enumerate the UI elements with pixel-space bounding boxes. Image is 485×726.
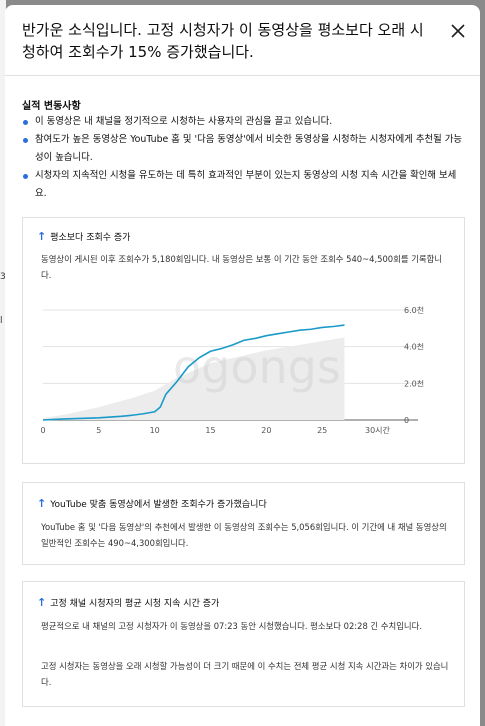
bullet-item: 참여도가 높은 동영상은 YouTube 홈 및 '다음 동영상'에서 비슷한 … xyxy=(22,131,467,167)
dialog-content: 실적 변동사항 이 동영상은 내 채널을 정기적으로 시청하는 사용자의 관심을… xyxy=(5,77,480,726)
x-tick-label: 0 xyxy=(40,426,45,435)
typical-range-band xyxy=(43,337,345,420)
x-tick-label: 5 xyxy=(96,426,101,435)
y-tick-label: 4.0천 xyxy=(404,342,424,352)
section-heading: 실적 변동사항 xyxy=(22,101,81,112)
watch-time-card-title: ↑ 고정 채널 시청자의 평균 시청 지속 시간 증가 xyxy=(37,595,220,610)
background-text: l xyxy=(0,316,3,326)
browse-card-title: ↑ YouTube 맞춤 동영상에서 발생한 조회수가 증가했습니다 xyxy=(37,496,267,511)
y-tick-label: 0 xyxy=(404,416,409,425)
watermark: ogongs xyxy=(173,340,341,394)
background-page xyxy=(0,0,6,726)
watch-time-card-text-1: 평균적으로 내 채널의 고정 시청자가 이 동영상을 07:23 동안 시청했습… xyxy=(41,621,422,631)
watch-time-card-text-2: 고정 시청자는 동영상을 오래 시청할 가능성이 더 크기 때문에 이 수치는 … xyxy=(41,661,449,687)
browse-card-text: YouTube 홈 및 '다음 동영상'의 추천에서 발생한 이 동영상의 조회… xyxy=(41,522,447,548)
close-icon xyxy=(451,24,465,38)
browse-card: ↑ YouTube 맞춤 동영상에서 발생한 조회수가 증가했습니다 YouTu… xyxy=(22,482,465,565)
watch-time-card-title-text: 고정 채널 시청자의 평균 시청 지속 시간 증가 xyxy=(50,599,220,609)
x-tick-label: 10 xyxy=(150,426,160,435)
dialog-header: 반가운 소식입니다. 고정 시청자가 이 동영상을 평소보다 오래 시청하여 조… xyxy=(5,5,480,76)
x-tick-label: 15 xyxy=(205,426,215,435)
views-card: ↑ 평소보다 조회수 증가 동영상이 게시된 이후 조회수가 5,180회입니다… xyxy=(22,217,465,464)
y-tick-label: 6.0천 xyxy=(404,305,424,315)
close-button[interactable] xyxy=(446,19,470,43)
bullet-item: 시청자의 지속적인 시청을 유도하는 데 특히 효과적인 부분이 있는지 동영상… xyxy=(22,167,467,203)
x-tick-label: 30시간 xyxy=(365,425,391,435)
views-card-title-text: 평소보다 조회수 증가 xyxy=(50,233,131,243)
arrow-up-icon: ↑ xyxy=(37,229,47,243)
dialog-title: 반가운 소식입니다. 고정 시청자가 이 동영상을 평소보다 오래 시청하여 조… xyxy=(22,21,424,61)
views-line xyxy=(42,324,345,421)
bullet-item: 이 동영상은 내 채널을 정기적으로 시청하는 사용자의 관심을 끌고 있습니다… xyxy=(22,113,467,131)
performance-bullets: 이 동영상은 내 채널을 정기적으로 시청하는 사용자의 관심을 끌고 있습니다… xyxy=(22,113,467,203)
background-text: 3 xyxy=(0,272,6,282)
x-tick-label: 20 xyxy=(261,426,271,435)
views-card-text: 동영상이 게시된 이후 조회수가 5,180회입니다. 내 동영상은 보통 이 … xyxy=(41,254,443,280)
watch-time-card: ↑ 고정 채널 시청자의 평균 시청 지속 시간 증가 평균적으로 내 채널의 … xyxy=(22,581,465,707)
views-card-title: ↑ 평소보다 조회수 증가 xyxy=(37,229,131,244)
y-tick-label: 2.0천 xyxy=(404,378,424,388)
views-chart: ogongs 0 5 10 15 20 25 30시간 0 2.0천 4.0천 6.0천 xyxy=(40,305,424,435)
arrow-up-icon: ↑ xyxy=(37,595,47,609)
x-tick-label: 25 xyxy=(317,426,327,435)
arrow-up-icon: ↑ xyxy=(37,496,47,510)
insight-dialog: 반가운 소식입니다. 고정 시청자가 이 동영상을 평소보다 오래 시청하여 조… xyxy=(5,5,480,726)
browse-card-title-text: YouTube 맞춤 동영상에서 발생한 조회수가 증가했습니다 xyxy=(50,500,267,510)
